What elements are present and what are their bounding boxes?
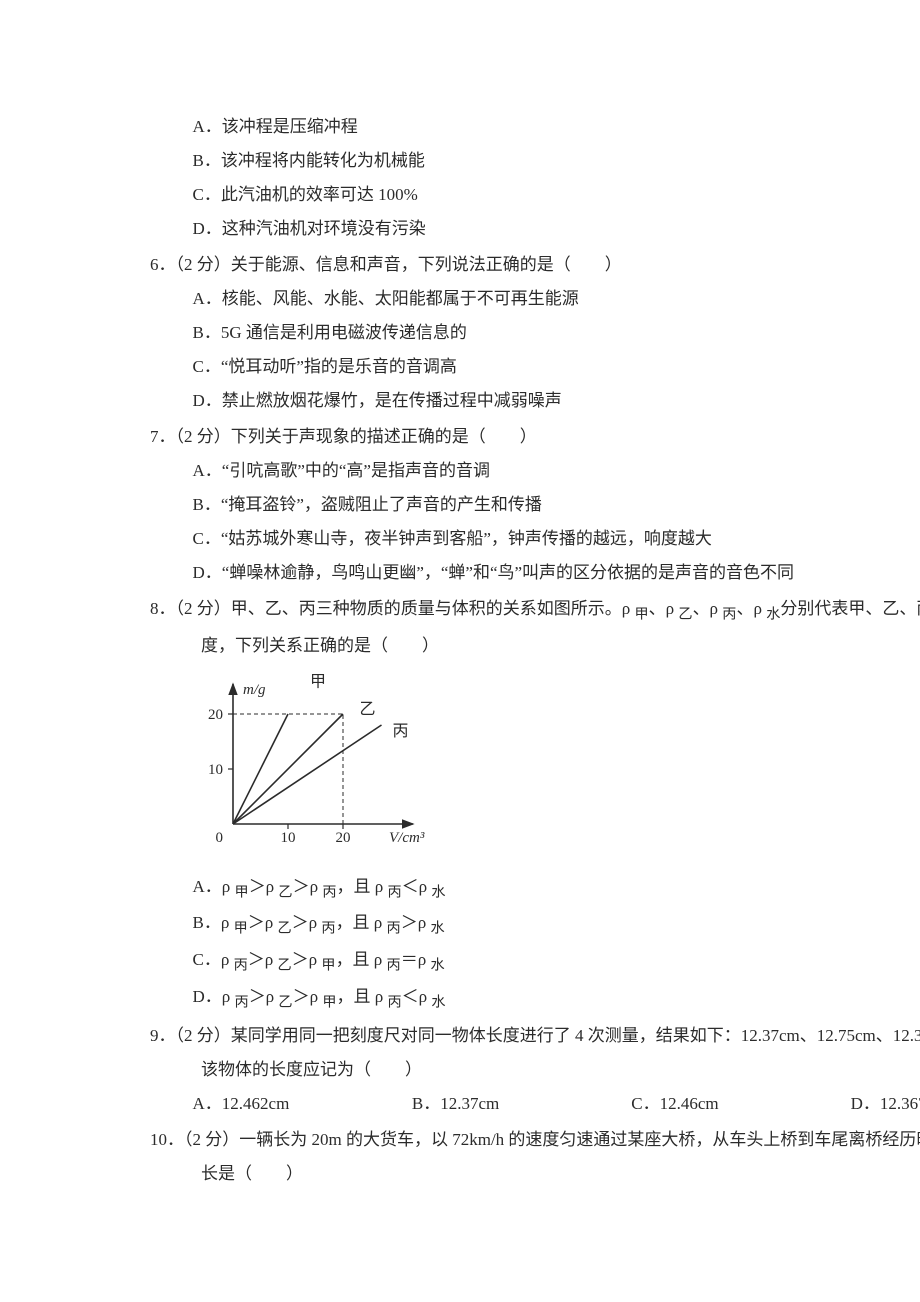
q6-option-a: A．核能、风能、水能、太阳能都属于不可再生能源	[150, 282, 920, 316]
q8-option-a: A．ρ 甲＞ρ 乙＞ρ 丙，且 ρ 丙＜ρ 水	[150, 870, 920, 907]
svg-text:甲: 甲	[310, 673, 326, 690]
q6-option-c: C．“悦耳动听”指的是乐音的音调高	[150, 350, 920, 384]
svg-text:丙: 丙	[392, 723, 408, 740]
svg-text:20: 20	[335, 830, 350, 846]
x-axis-label: V/cm³	[389, 830, 425, 846]
q9-options: A．12.462cm B．12.37cm C．12.46cm D．12.367c…	[150, 1087, 920, 1121]
svg-text:10: 10	[208, 762, 223, 778]
q9-option-d: D．12.367cm	[851, 1087, 920, 1121]
q7-option-d: D．“蝉噪林逾静，鸟鸣山更幽”，“蝉”和“鸟”叫声的区分依据的是声音的音色不同	[150, 556, 920, 590]
q6-stem: 6．（2 分）关于能源、信息和声音，下列说法正确的是（ ）	[150, 248, 920, 282]
q8-option-b: B．ρ 甲＞ρ 乙＞ρ 丙，且 ρ 丙＞ρ 水	[150, 906, 920, 943]
svg-text:20: 20	[208, 707, 223, 723]
q8-option-c: C．ρ 丙＞ρ 乙＞ρ 甲，且 ρ 丙＝ρ 水	[150, 943, 920, 980]
q7-option-b: B．“掩耳盗铃”，盗贼阻止了声音的产生和传播	[150, 488, 920, 522]
q8-chart: 10 20 10 20 0 m/g V/cm³ 甲乙丙	[150, 669, 920, 866]
q5-option-b: B．该冲程将内能转化为机械能	[150, 144, 920, 178]
q8-option-d: D．ρ 丙＞ρ 乙＞ρ 甲，且 ρ 丙＜ρ 水	[150, 980, 920, 1017]
q9-option-c: C．12.46cm	[631, 1087, 850, 1121]
q9-stem: 9．（2 分）某同学用同一把刻度尺对同一物体长度进行了 4 次测量，结果如下：1…	[150, 1019, 920, 1087]
q8-stem: 8．（2 分）甲、乙、丙三种物质的质量与体积的关系如图所示。ρ 甲、ρ 乙、ρ …	[150, 592, 920, 663]
q9-option-a: A．12.462cm	[193, 1087, 412, 1121]
q5-option-d: D．这种汽油机对环境没有污染	[150, 212, 920, 246]
q7-stem: 7．（2 分）下列关于声现象的描述正确的是（ ）	[150, 420, 920, 454]
svg-text:0: 0	[215, 830, 223, 846]
svg-text:乙: 乙	[359, 701, 375, 718]
q5-option-c: C．此汽油机的效率可达 100%	[150, 178, 920, 212]
q7-option-c: C．“姑苏城外寒山寺，夜半钟声到客船”，钟声传播的越远，响度越大	[150, 522, 920, 556]
q7-option-a: A．“引吭高歌”中的“高”是指声音的音调	[150, 454, 920, 488]
svg-text:10: 10	[280, 830, 295, 846]
y-axis-label: m/g	[243, 682, 266, 698]
q9-option-b: B．12.37cm	[412, 1087, 631, 1121]
q5-option-a: A．该冲程是压缩冲程	[150, 110, 920, 144]
q6-option-b: B．5G 通信是利用电磁波传递信息的	[150, 316, 920, 350]
q10-stem: 10．（2 分）一辆长为 20m 的大货车，以 72km/h 的速度匀速通过某座…	[150, 1123, 920, 1191]
q6-option-d: D．禁止燃放烟花爆竹，是在传播过程中减弱噪声	[150, 384, 920, 418]
